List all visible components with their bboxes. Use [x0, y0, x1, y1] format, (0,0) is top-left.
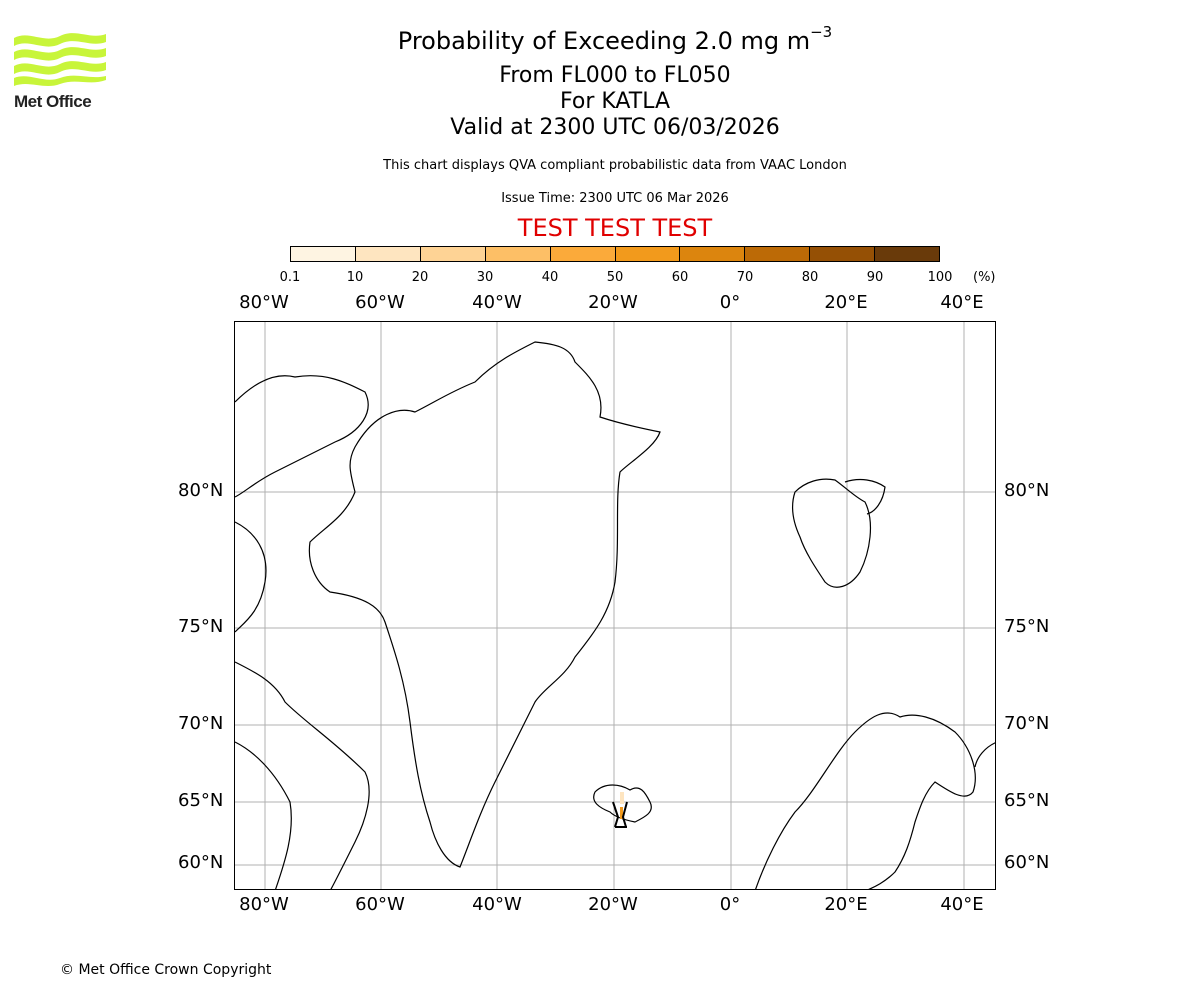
- longitude-label: 40°E: [940, 292, 984, 313]
- longitude-label: 80°W: [239, 292, 289, 313]
- description-note: This chart displays QVA compliant probab…: [383, 158, 847, 173]
- colorbar-segment: [745, 247, 811, 261]
- latitude-label: 60°N: [1004, 852, 1050, 873]
- longitude-label: 80°W: [239, 894, 289, 915]
- colorbar-tick-label: 100: [927, 270, 953, 285]
- coastlines: [235, 341, 995, 889]
- colorbar-segment: [615, 247, 681, 261]
- volcano-marker-icon: [612, 801, 628, 828]
- latitude-label: 60°N: [178, 852, 224, 873]
- latitude-label: 75°N: [1004, 616, 1050, 637]
- colorbar-tick-label: 10: [346, 270, 364, 285]
- title-superscript: −3: [810, 23, 833, 41]
- colorbar-tick-label: 30: [476, 270, 494, 285]
- latitude-label: 80°N: [1004, 480, 1050, 501]
- latitude-label: 75°N: [178, 616, 224, 637]
- subtitle-block: From FL000 to FL050 For KATLA Valid at 2…: [0, 63, 1200, 141]
- met-office-logo: Met Office: [14, 30, 109, 112]
- test-banner: TEST TEST TEST: [517, 214, 713, 242]
- longitude-label: 20°W: [588, 894, 638, 915]
- longitude-label: 60°W: [355, 292, 405, 313]
- colorbar-tick-label: 90: [866, 270, 884, 285]
- colorbar-segment: [875, 247, 940, 261]
- colorbar-segment: [550, 247, 616, 261]
- latitude-label: 80°N: [178, 480, 224, 501]
- longitude-label: 60°W: [355, 894, 405, 915]
- valid-time: Valid at 2300 UTC 06/03/2026: [450, 115, 780, 140]
- longitude-label: 20°E: [824, 292, 868, 313]
- wave-logo-icon: [14, 33, 106, 86]
- colorbar-tick-label: 20: [411, 270, 429, 285]
- longitude-label: 40°W: [472, 894, 522, 915]
- latitude-label: 70°N: [1004, 713, 1050, 734]
- map-canvas: [235, 322, 995, 889]
- colorbar-segment: [485, 247, 551, 261]
- latitude-label: 65°N: [178, 790, 224, 811]
- colorbar-segment: [291, 247, 356, 261]
- map-panel[interactable]: [234, 321, 996, 890]
- ash-probability-overlay: [620, 792, 624, 819]
- longitude-label: 20°E: [824, 894, 868, 915]
- colorbar: [290, 246, 940, 262]
- chart-title: Probability of Exceeding 2.0 mg m−3: [0, 23, 1200, 55]
- colorbar-tick-label: 0.1: [279, 270, 301, 285]
- colorbar-tick-label: 70: [736, 270, 754, 285]
- logo-text: Met Office: [14, 92, 92, 111]
- colorbar-segment: [420, 247, 486, 261]
- latitude-label: 65°N: [1004, 790, 1050, 811]
- graticule: [235, 322, 995, 889]
- longitude-label: 40°W: [472, 292, 522, 313]
- colorbar-tick-label: 40: [541, 270, 559, 285]
- title-main: Probability of Exceeding 2.0 mg m: [397, 27, 811, 55]
- colorbar-tick-label: 80: [801, 270, 819, 285]
- longitude-label: 40°E: [940, 894, 984, 915]
- issue-time: Issue Time: 2300 UTC 06 Mar 2026: [501, 191, 729, 206]
- latitude-label: 70°N: [178, 713, 224, 734]
- longitude-label: 0°: [719, 292, 741, 313]
- volcano-name: For KATLA: [560, 89, 670, 114]
- longitude-label: 20°W: [588, 292, 638, 313]
- colorbar-unit: (%): [973, 270, 996, 285]
- longitude-label: 0°: [719, 894, 741, 915]
- flight-level-range: From FL000 to FL050: [499, 63, 731, 88]
- colorbar-tick-label: 60: [671, 270, 689, 285]
- colorbar-segment: [355, 247, 421, 261]
- colorbar-segment: [810, 247, 876, 261]
- copyright: © Met Office Crown Copyright: [60, 962, 272, 978]
- colorbar-segment: [680, 247, 746, 261]
- colorbar-tick-label: 50: [606, 270, 624, 285]
